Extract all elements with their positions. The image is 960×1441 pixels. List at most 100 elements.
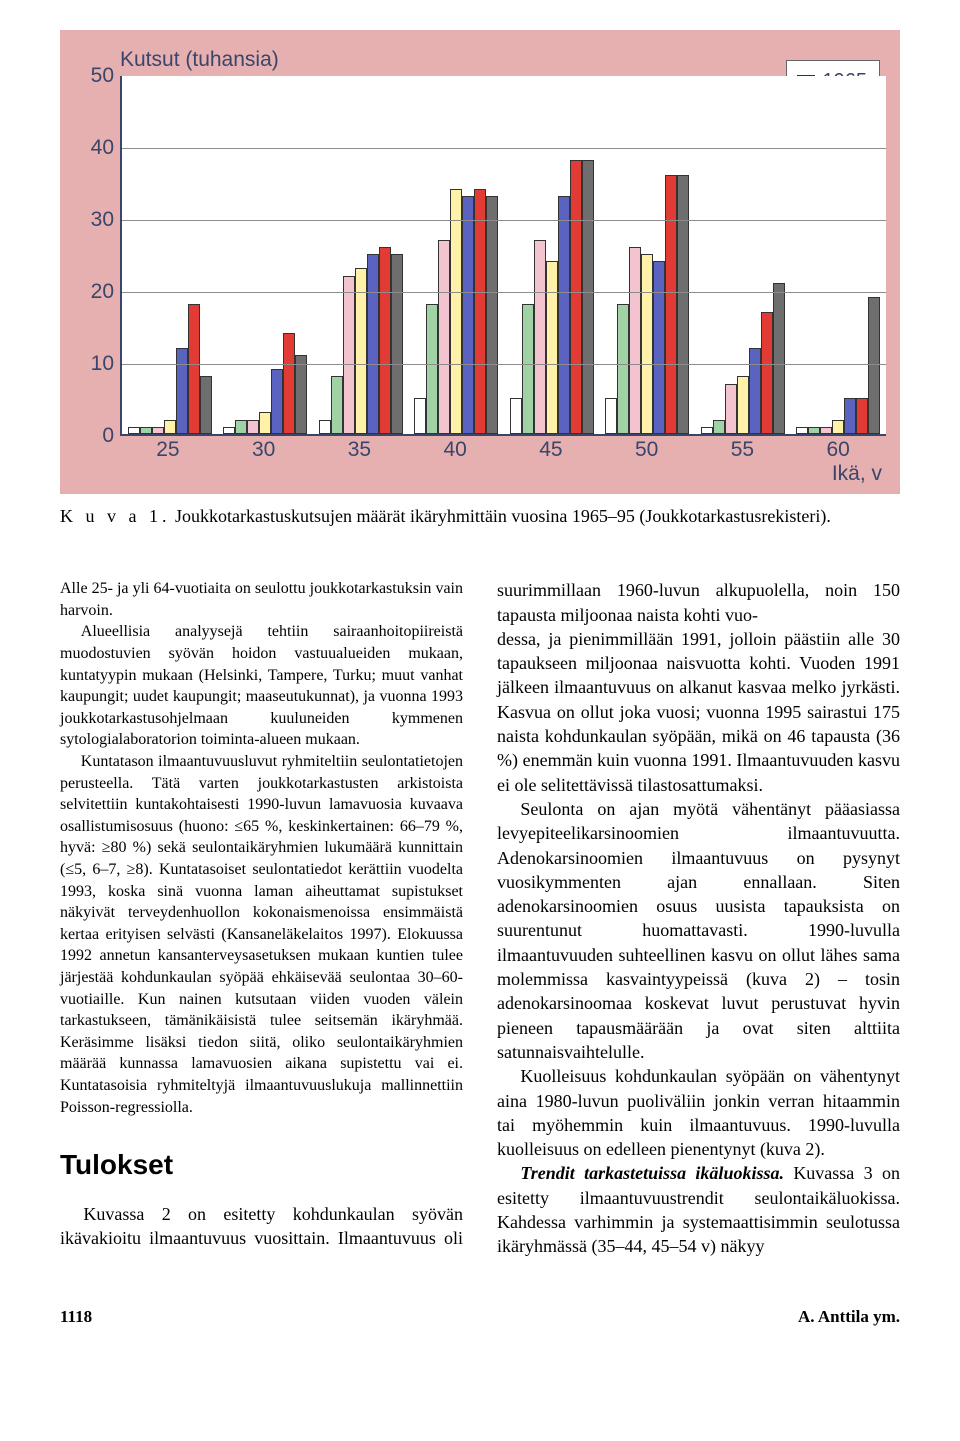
bar — [486, 196, 498, 434]
bar — [140, 427, 152, 434]
y-tick-label: 30 — [91, 208, 114, 232]
section-heading-tulokset: Tulokset — [60, 1146, 463, 1184]
bar — [605, 398, 617, 434]
methods-p1: Alle 25- ja yli 64-vuotiaita on seulottu… — [60, 578, 463, 621]
bar — [820, 427, 832, 434]
body-columns: Alle 25- ja yli 64-vuotiaita on seulottu… — [60, 578, 900, 1258]
bar — [796, 427, 808, 434]
y-tick-label: 10 — [91, 352, 114, 376]
bar — [450, 189, 462, 434]
bar — [426, 304, 438, 434]
y-tick-label: 40 — [91, 136, 114, 160]
figure-1: Kutsut (tuhansia) 1965197019751980198519… — [60, 30, 900, 494]
bar — [295, 355, 307, 434]
bar — [677, 175, 689, 434]
plot-area — [120, 76, 886, 436]
bar — [773, 283, 785, 434]
bar — [725, 384, 737, 434]
bar — [414, 398, 426, 434]
bar — [176, 348, 188, 434]
x-axis-title: Ikä, v — [74, 462, 886, 486]
x-tick-label: 60 — [790, 436, 886, 462]
bar — [570, 160, 582, 434]
bar — [713, 420, 725, 434]
bar — [462, 196, 474, 434]
right-p4: Trendit tarkastetuissa ikäluokissa. Kuva… — [497, 1161, 900, 1258]
bar — [164, 420, 176, 434]
figure-caption: K u v a 1. Joukkotarkastuskutsujen määrä… — [60, 504, 900, 528]
bar — [379, 247, 391, 434]
bar — [749, 348, 761, 434]
bar — [808, 427, 820, 434]
bar — [152, 427, 164, 434]
right-p4-lead: Trendit tarkastetuissa ikäluokissa. — [520, 1163, 784, 1183]
bar — [128, 427, 140, 434]
bar-group — [409, 189, 505, 434]
x-tick-label: 50 — [599, 436, 695, 462]
bar — [343, 276, 355, 434]
bar — [438, 240, 450, 434]
right-p3: Kuolleisuus kohdunkaulan syöpään on vähe… — [497, 1064, 900, 1161]
bar — [832, 420, 844, 434]
bar — [761, 312, 773, 434]
bar-group — [122, 304, 218, 434]
bar — [283, 333, 295, 434]
x-tick-label: 35 — [312, 436, 408, 462]
author-short: A. Anttila ym. — [798, 1307, 900, 1327]
bar — [331, 376, 343, 434]
bar — [319, 420, 331, 434]
x-tick-label: 40 — [407, 436, 503, 462]
bar — [188, 304, 200, 434]
figure-caption-text: Joukkotarkastuskutsujen määrät ikäryhmit… — [175, 506, 831, 526]
y-axis-title: Kutsut (tuhansia) — [120, 48, 279, 72]
x-tick-label: 30 — [216, 436, 312, 462]
right-p2: Seulonta on ajan myötä vähentänyt pääasi… — [497, 797, 900, 1064]
bar — [474, 189, 486, 434]
bar — [665, 175, 677, 434]
y-axis: 01020304050 — [74, 76, 120, 436]
bar — [653, 261, 665, 434]
chart-panel: Kutsut (tuhansia) 1965197019751980198519… — [60, 30, 900, 494]
x-axis-labels: 2530354045505560 — [120, 436, 886, 462]
bar — [844, 398, 856, 434]
bar — [355, 268, 367, 434]
bar-group — [313, 247, 409, 434]
y-tick-label: 20 — [91, 280, 114, 304]
right-p1: dessa, ja pienimmillään 1991, jolloin pä… — [497, 627, 900, 797]
bar — [522, 304, 534, 434]
bar — [641, 254, 653, 434]
bar — [558, 196, 570, 434]
bar-group — [504, 160, 600, 434]
bar — [367, 254, 379, 434]
x-tick-label: 25 — [120, 436, 216, 462]
bar — [200, 376, 212, 434]
bar — [534, 240, 546, 434]
bar — [868, 297, 880, 434]
methods-p2: Alueellisia analyysejä tehtiin sairaanho… — [60, 621, 463, 751]
bar — [856, 398, 868, 434]
y-tick-label: 50 — [91, 64, 114, 88]
bar — [546, 261, 558, 434]
bar — [259, 412, 271, 434]
x-tick-label: 45 — [503, 436, 599, 462]
bar — [701, 427, 713, 434]
bar-group — [791, 297, 887, 434]
bar — [235, 420, 247, 434]
bar — [737, 376, 749, 434]
page-footer: 1118 A. Anttila ym. — [60, 1307, 900, 1327]
bar — [629, 247, 641, 434]
bar — [510, 398, 522, 434]
bar — [223, 427, 235, 434]
bar-group — [218, 333, 314, 434]
bar — [582, 160, 594, 434]
bar — [391, 254, 403, 434]
bar-group — [600, 175, 696, 434]
bar — [271, 369, 283, 434]
bar — [617, 304, 629, 434]
y-tick-label: 0 — [102, 424, 114, 448]
bar — [247, 420, 259, 434]
bar-group — [695, 283, 791, 434]
page-number: 1118 — [60, 1307, 92, 1327]
x-tick-label: 55 — [695, 436, 791, 462]
figure-label: K u v a 1. — [60, 506, 171, 526]
